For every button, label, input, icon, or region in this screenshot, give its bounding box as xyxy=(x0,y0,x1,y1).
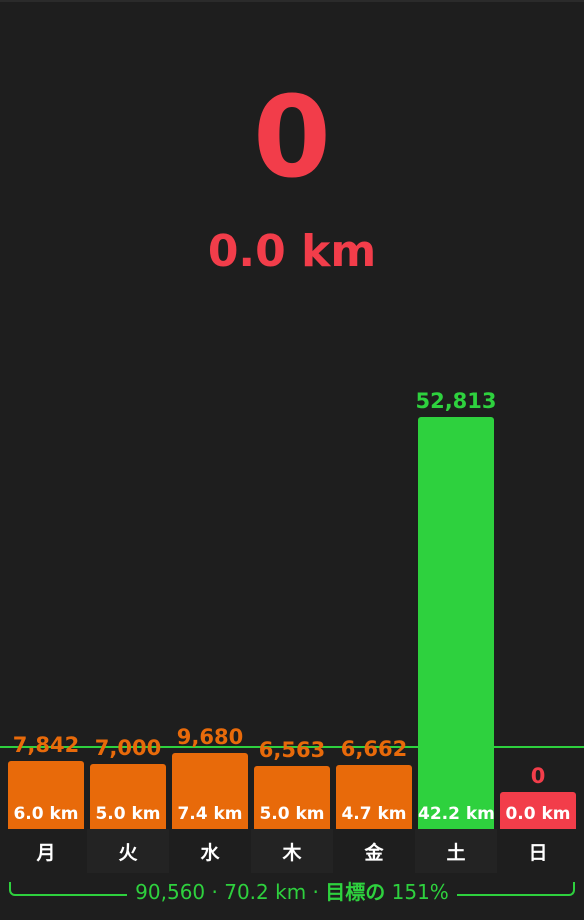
today-distance: 0.0 km xyxy=(207,226,377,277)
bar-6[interactable]: 0.0 km xyxy=(500,792,576,829)
day-label: 土 xyxy=(446,842,466,864)
bar-5[interactable]: 42.2 km xyxy=(418,417,495,829)
top-edge xyxy=(0,0,584,2)
bar-distance-label: 5.0 km xyxy=(95,804,161,824)
today-step-count: 0 xyxy=(253,73,331,203)
day-label-bg xyxy=(87,829,169,873)
day-label: 金 xyxy=(364,842,384,864)
day-label-bg xyxy=(415,829,497,873)
bar-value-label: 6,662 xyxy=(340,737,408,762)
bar-distance-label: 7.4 km xyxy=(177,803,243,824)
bar-value-label: 7,842 xyxy=(12,732,80,757)
bar-0[interactable]: 6.0 km xyxy=(8,760,84,829)
day-label: 木 xyxy=(282,842,302,864)
goal-percent: 151% xyxy=(391,880,449,904)
bar-distance-label: 42.2 km xyxy=(418,804,495,824)
bar-value-label: 52,813 xyxy=(415,389,497,413)
bar-1[interactable]: 5.0 km xyxy=(90,764,166,829)
bar-distance-label: 0.0 km xyxy=(505,804,571,824)
day-label: 月 xyxy=(36,842,56,864)
day-label: 火 xyxy=(118,842,138,864)
weekly-totals: 90,560 · 70.2 km · xyxy=(135,880,319,904)
bar-2[interactable]: 7.4 km xyxy=(172,753,248,829)
bar-4[interactable]: 4.7 km xyxy=(336,765,412,829)
bar-value-label: 7,000 xyxy=(94,736,162,760)
goal-text: 目標の xyxy=(325,880,386,904)
day-label: 水 xyxy=(200,842,220,864)
bar-distance-label: 5.0 km xyxy=(259,803,325,824)
day-label-bg xyxy=(251,829,333,873)
weekly-summary: 90,560 · 70.2 km · 目標の 151% xyxy=(0,877,584,907)
goal-line xyxy=(0,746,584,748)
bar-value-label: 9,680 xyxy=(176,725,244,750)
bar-distance-label: 6.0 km xyxy=(13,803,79,824)
bar-value-label: 0 xyxy=(530,764,546,788)
bar-value-label: 6,563 xyxy=(258,737,326,762)
bar-3[interactable]: 5.0 km xyxy=(254,765,330,829)
day-label: 日 xyxy=(528,842,548,864)
bar-distance-label: 4.7 km xyxy=(341,803,407,824)
